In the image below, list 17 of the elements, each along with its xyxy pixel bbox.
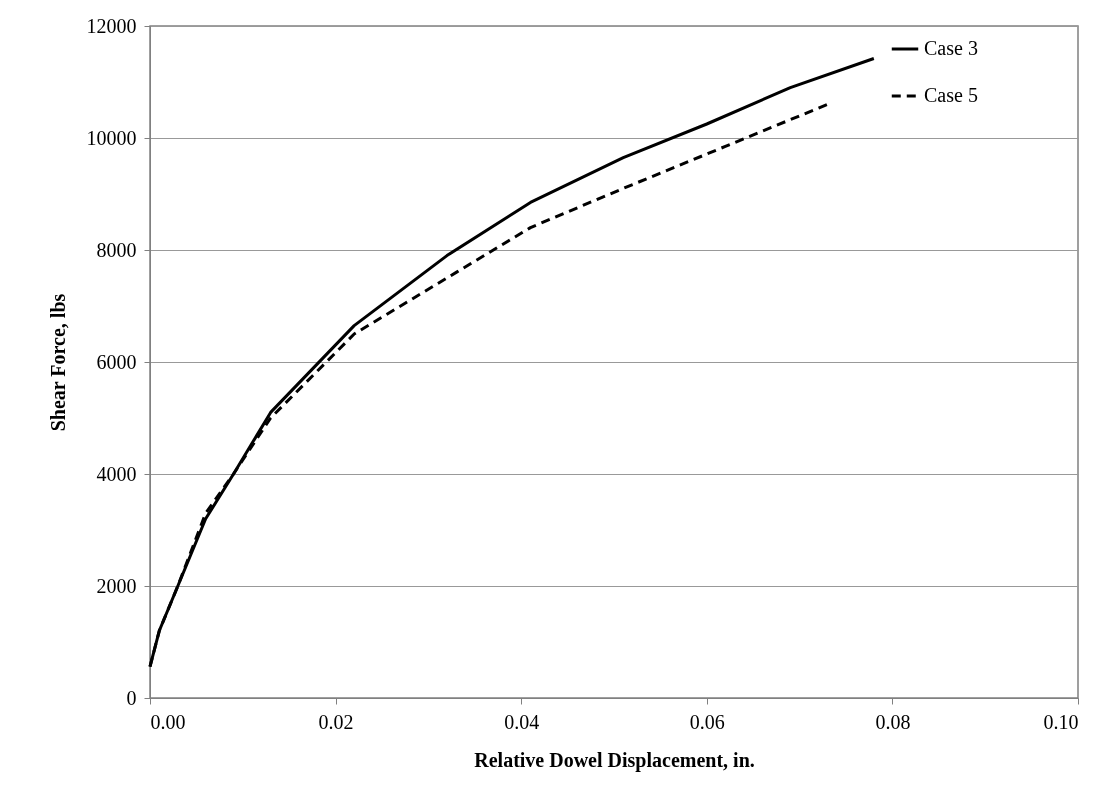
x-axis-title: Relative Dowel Displacement, in. <box>474 748 755 772</box>
y-axis-title: Shear Force, lbs <box>46 293 69 432</box>
y-tick-label: 4000 <box>96 462 137 485</box>
y-tick-label: 8000 <box>96 238 137 261</box>
y-tick-label: 2000 <box>96 574 137 597</box>
y-tick-label: 10000 <box>86 126 137 149</box>
x-tick-label: 0.06 <box>689 710 725 733</box>
legend-label: Case 3 <box>924 37 978 59</box>
y-tick-label: 0 <box>126 686 137 709</box>
x-tick-label: 0.00 <box>150 710 186 733</box>
y-tick-label: 12000 <box>86 14 137 37</box>
x-tick-label: 0.08 <box>875 710 911 733</box>
x-tick-label: 0.02 <box>318 710 354 733</box>
y-tick-label: 6000 <box>96 350 137 373</box>
legend-label: Case 5 <box>924 84 978 106</box>
x-tick-label: 0.10 <box>1043 710 1079 733</box>
x-tick-label: 0.04 <box>504 710 540 733</box>
